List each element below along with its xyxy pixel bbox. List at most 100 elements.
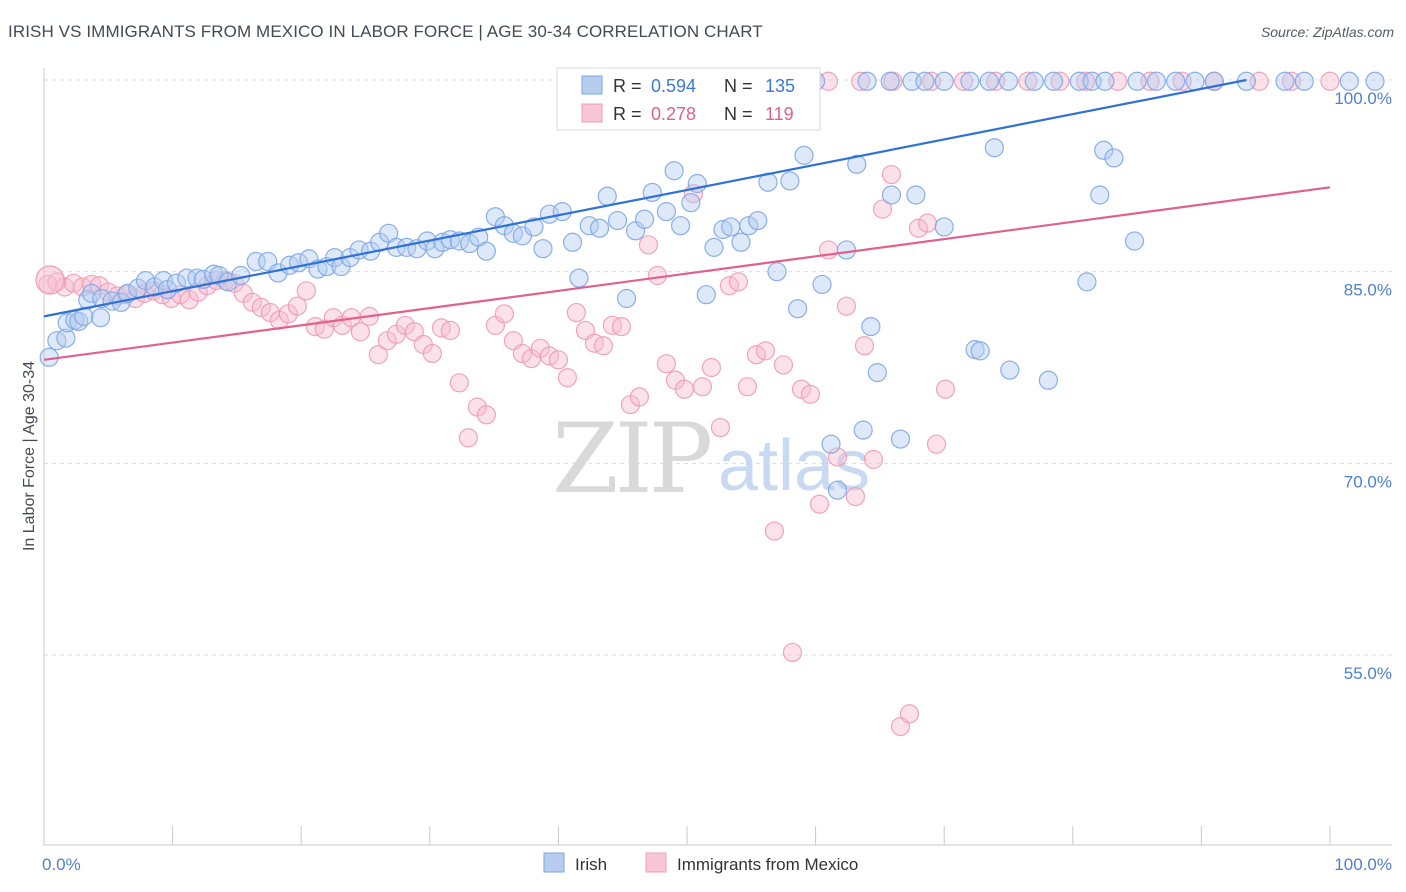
irish-point-84 <box>767 262 787 282</box>
legend-swatch-mexico <box>645 852 667 873</box>
mexico-point-43 <box>422 343 442 364</box>
stats-r-label-mexico: R = <box>613 104 642 124</box>
mexico-point-28 <box>287 296 307 316</box>
mexico-point-103 <box>851 71 871 91</box>
irish-point-90 <box>827 480 848 500</box>
trend-line-irish <box>43 78 1247 318</box>
mexico-point-23 <box>242 292 262 312</box>
irish-point-127 <box>1185 71 1205 91</box>
mexico-point-59 <box>566 302 587 323</box>
irish-point-69 <box>634 209 655 229</box>
irish-point-66 <box>607 210 628 231</box>
mexico-point-35 <box>350 322 370 342</box>
mexico-point-75 <box>710 417 731 438</box>
mexico-point-90 <box>845 486 866 507</box>
mexico-point-97 <box>908 218 929 238</box>
irish-point-8 <box>81 283 102 303</box>
irish-point-79 <box>721 217 741 237</box>
irish-point-104 <box>1038 370 1058 390</box>
mexico-point-57 <box>548 350 569 370</box>
mexico-point-68 <box>647 265 668 286</box>
mexico-point-110 <box>1076 71 1096 91</box>
y-tick-label-3: 55.0% <box>1344 664 1392 683</box>
irish-point-19 <box>166 273 187 293</box>
mexico-point-98 <box>917 213 938 233</box>
mexico-point-49 <box>476 405 496 425</box>
x-axis-ticks <box>172 826 1331 845</box>
irish-point-91 <box>836 240 857 260</box>
irish-point-64 <box>589 218 610 238</box>
legend-swatch-irish <box>543 852 565 873</box>
mexico-point-92 <box>863 449 884 470</box>
watermark-zip: ZIP <box>552 403 711 515</box>
mexico-point-47 <box>458 428 478 448</box>
mexico-point-91 <box>854 336 875 356</box>
mexico-point-80 <box>755 341 776 361</box>
irish-point-106 <box>1090 185 1110 205</box>
irish-point-130 <box>1275 71 1295 91</box>
stats-n-label-irish: N = <box>724 76 753 96</box>
irish-point-13 <box>117 283 138 303</box>
irish-point-74 <box>681 193 701 213</box>
irish-point-120 <box>1043 71 1064 91</box>
mexico-point-58 <box>557 368 578 388</box>
irish-point-105 <box>1077 272 1097 292</box>
y-tick-label-2: 70.0% <box>1344 472 1392 491</box>
stats-r-label-irish: R = <box>613 76 642 96</box>
irish-point-126 <box>1166 71 1186 91</box>
x-tick-label-max: 100.0% <box>1334 855 1392 874</box>
irish-point-87 <box>794 145 814 165</box>
bottom-legend: Irish Immigrants from Mexico <box>543 852 858 874</box>
irish-point-117 <box>979 71 999 91</box>
y-tick-label-0: 100.0% <box>1334 89 1392 108</box>
mexico-point-93 <box>872 199 893 219</box>
mexico-point-89 <box>836 296 857 316</box>
mexico-point-62 <box>593 336 614 356</box>
mexico-point-51 <box>494 304 514 324</box>
irish-point-118 <box>998 71 1019 91</box>
y-axis-tick-labels: 100.0% 85.0% 70.0% 55.0% <box>1334 89 1392 683</box>
irish-point-5 <box>69 311 89 332</box>
mexico-point-84 <box>791 379 812 399</box>
irish-point-96 <box>881 185 902 205</box>
mexico-point-74 <box>701 357 722 378</box>
y-tick-label-1: 85.0% <box>1344 281 1392 300</box>
mexico-point-46 <box>449 373 469 393</box>
mexico-point-82 <box>773 355 794 375</box>
irish-point-62 <box>569 268 589 288</box>
x-tick-label-min: 0.0% <box>42 855 81 874</box>
axes <box>43 68 1392 846</box>
irish-point-124 <box>1127 71 1147 91</box>
mexico-point-99 <box>926 434 947 454</box>
mexico-point-24 <box>251 297 271 318</box>
irish-point-20 <box>177 268 197 288</box>
legend-label-mexico: Immigrants from Mexico <box>677 855 858 874</box>
mexico-point-117 <box>1320 71 1340 91</box>
irish-point-123 <box>1095 71 1115 91</box>
irish-point-94 <box>861 317 881 337</box>
y-axis-title: In Labor Force | Age 30-34 <box>21 361 38 551</box>
irish-point-61 <box>562 232 583 252</box>
mexico-point-78 <box>737 377 758 397</box>
mexico-point-109 <box>1050 71 1070 91</box>
irish-point-67 <box>616 288 637 309</box>
mexico-point-37 <box>368 345 388 365</box>
mexico-point-45 <box>440 320 460 341</box>
irish-point-81 <box>739 216 759 236</box>
irish-point-131 <box>1294 71 1314 91</box>
irish-point-72 <box>664 161 684 181</box>
irish-point-107 <box>1094 140 1114 160</box>
mexico-point-67 <box>638 235 659 255</box>
irish-point-119 <box>1024 71 1044 91</box>
mexico-cluster-point <box>35 265 65 295</box>
stats-r-value-irish: 0.594 <box>651 76 696 96</box>
irish-point-92 <box>847 154 867 174</box>
stats-n-value-mexico: 119 <box>765 104 794 124</box>
mexico-point-81 <box>764 521 785 541</box>
irish-point-112 <box>880 71 900 91</box>
irish-point-115 <box>934 71 954 91</box>
irish-point-93 <box>853 420 873 440</box>
irish-point-101 <box>970 341 990 361</box>
irish-point-65 <box>597 186 617 206</box>
